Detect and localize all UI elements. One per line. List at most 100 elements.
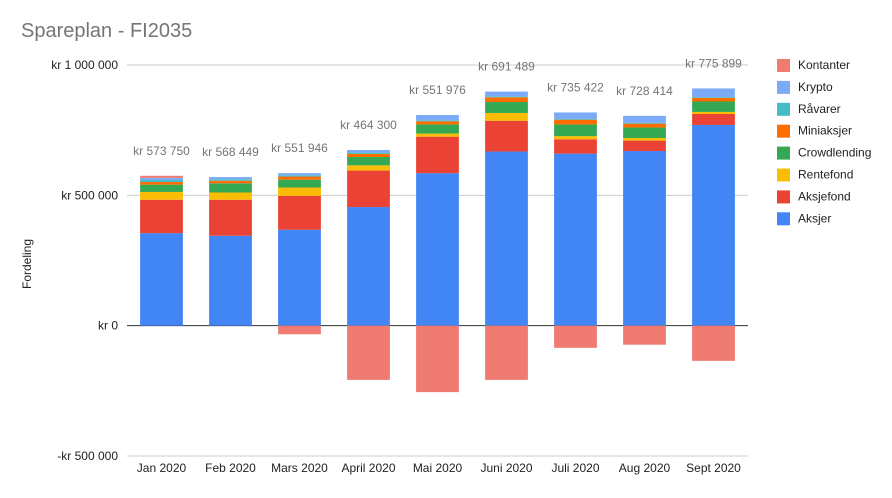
bar-segment-krypto[interactable] — [140, 177, 183, 180]
legend-swatch — [777, 190, 790, 204]
bar-segment-miniaksjer[interactable] — [140, 182, 183, 185]
bar-segment-aksjefond[interactable] — [140, 199, 183, 234]
bar-segment-råvarer[interactable] — [554, 118, 597, 120]
bar-segment-råvarer[interactable] — [209, 179, 252, 181]
legend-swatch — [777, 80, 790, 94]
bar-segment-råvarer[interactable] — [347, 152, 390, 154]
bar-segment-aksjer[interactable] — [278, 229, 321, 326]
bar-segment-krypto[interactable] — [347, 149, 390, 153]
legend-item[interactable]: Rentefond — [777, 168, 853, 182]
bar-segment-krypto[interactable] — [692, 88, 735, 98]
bar-segment-råvarer[interactable] — [416, 120, 459, 122]
legend-item[interactable]: Kontanter — [777, 58, 850, 72]
y-tick-label: kr 0 — [98, 319, 118, 333]
bar-segment-kontanter[interactable] — [623, 325, 666, 345]
bar-segment-krypto[interactable] — [209, 177, 252, 180]
bar-segment-aksjefond[interactable] — [554, 139, 597, 154]
legend-item[interactable]: Krypto — [777, 80, 833, 94]
x-tick-label: Juli 2020 — [551, 461, 599, 475]
total-label: kr 464 300 — [340, 118, 397, 132]
bar-segment-crowdlending[interactable] — [209, 183, 252, 193]
bar-segment-krypto[interactable] — [554, 112, 597, 119]
bar-segment-rentefond[interactable] — [623, 137, 666, 141]
bar-segment-aksjer[interactable] — [554, 153, 597, 326]
legend-label: Aksjer — [798, 211, 831, 225]
bar-segment-miniaksjer[interactable] — [278, 176, 321, 180]
bar-segment-råvarer[interactable] — [623, 122, 666, 124]
bar-segment-kontanter[interactable] — [347, 325, 390, 380]
bar-segment-råvarer[interactable] — [485, 96, 528, 98]
bar-segment-miniaksjer[interactable] — [692, 97, 735, 102]
bar-segment-miniaksjer[interactable] — [416, 121, 459, 125]
bar-segment-crowdlending[interactable] — [278, 179, 321, 188]
bar-segment-aksjer[interactable] — [623, 151, 666, 326]
bar-segment-rentefond[interactable] — [485, 112, 528, 121]
bar-segment-råvarer[interactable] — [692, 97, 735, 98]
bar-segment-råvarer[interactable] — [278, 175, 321, 177]
bar-segment-aksjefond[interactable] — [623, 140, 666, 152]
bar-segment-crowdlending[interactable] — [623, 127, 666, 138]
totals-layer: kr 573 750 kr 568 449 kr 551 946 kr 464 300… — [133, 56, 742, 159]
bar-segment-kontanter[interactable] — [485, 325, 528, 380]
bar-segment-aksjer[interactable] — [485, 151, 528, 326]
bar-segment-aksjer[interactable] — [209, 235, 252, 326]
bar-segment-aksjefond[interactable] — [485, 120, 528, 152]
bar-segment-crowdlending[interactable] — [692, 101, 735, 112]
bar-segment-rentefond[interactable] — [278, 187, 321, 196]
legend-label: Rentefond — [798, 168, 853, 182]
y-axis-label: Fordeling — [20, 239, 34, 289]
bar-segment-miniaksjer[interactable] — [347, 153, 390, 158]
bar-segment-rentefond[interactable] — [140, 191, 183, 200]
bar-segment-crowdlending[interactable] — [347, 157, 390, 166]
legend[interactable]: Kontanter Krypto Råvarer Miniaksjer Crowdlen… — [777, 58, 871, 226]
bar-segment-crowdlending[interactable] — [416, 124, 459, 134]
x-tick-label: April 2020 — [341, 461, 395, 475]
legend-label: Råvarer — [798, 102, 841, 116]
bar-segment-kontanter[interactable] — [140, 175, 183, 178]
bars-layer — [140, 88, 735, 393]
bar-segment-rentefond[interactable] — [209, 192, 252, 200]
bar-segment-aksjer[interactable] — [692, 124, 735, 326]
legend-item[interactable]: Aksjefond — [777, 189, 851, 204]
bar-segment-kontanter[interactable] — [554, 325, 597, 348]
bar-segment-kontanter[interactable] — [278, 325, 321, 335]
bar-segment-aksjefond[interactable] — [692, 114, 735, 125]
bar-segment-kontanter[interactable] — [692, 325, 735, 361]
total-label: kr 735 422 — [547, 80, 604, 94]
bar-segment-crowdlending[interactable] — [140, 184, 183, 192]
bar-segment-aksjefond[interactable] — [416, 136, 459, 174]
bar-segment-krypto[interactable] — [278, 173, 321, 176]
bar-segment-krypto[interactable] — [623, 115, 666, 123]
bar-segment-crowdlending[interactable] — [554, 124, 597, 137]
total-label: kr 568 449 — [202, 145, 259, 159]
bar-segment-aksjer[interactable] — [347, 207, 390, 326]
bar-segment-miniaksjer[interactable] — [623, 123, 666, 128]
total-label: kr 728 414 — [616, 84, 673, 98]
y-tick-label: kr 1 000 000 — [51, 58, 118, 72]
bar-segment-aksjefond[interactable] — [347, 170, 390, 208]
bar-segment-rentefond[interactable] — [554, 136, 597, 140]
bar-segment-aksjefond[interactable] — [209, 199, 252, 236]
legend-label: Aksjefond — [798, 189, 851, 203]
bar-segment-råvarer[interactable] — [140, 179, 183, 183]
bar-segment-miniaksjer[interactable] — [209, 180, 252, 184]
bar-segment-krypto[interactable] — [485, 91, 528, 97]
legend-item[interactable]: Aksjer — [777, 211, 831, 226]
bar-segment-miniaksjer[interactable] — [554, 119, 597, 125]
bar-segment-aksjer[interactable] — [140, 233, 183, 326]
legend-item[interactable]: Råvarer — [777, 102, 841, 116]
legend-swatch — [777, 168, 790, 182]
bar-segment-rentefond[interactable] — [692, 111, 735, 115]
bar-segment-rentefond[interactable] — [416, 133, 459, 137]
bar-segment-aksjefond[interactable] — [278, 195, 321, 230]
bar-segment-aksjer[interactable] — [416, 173, 459, 326]
bar-segment-kontanter[interactable] — [416, 325, 459, 393]
bar-segment-krypto[interactable] — [416, 115, 459, 121]
bar-segment-miniaksjer[interactable] — [485, 97, 528, 103]
x-tick-label: Mars 2020 — [271, 461, 328, 475]
bar-segment-crowdlending[interactable] — [485, 102, 528, 113]
bar-segment-rentefond[interactable] — [347, 165, 390, 171]
legend-item[interactable]: Crowdlending — [777, 146, 871, 160]
legend-item[interactable]: Miniaksjer — [777, 124, 852, 138]
